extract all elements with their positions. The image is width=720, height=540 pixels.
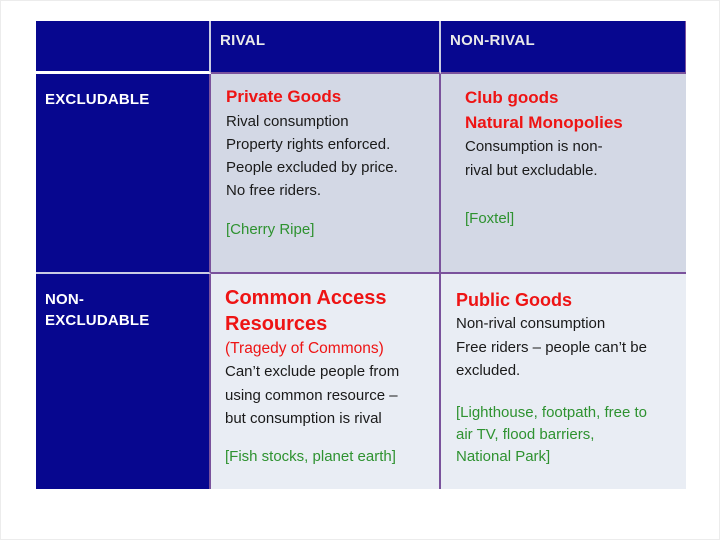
club-goods-title-line: Natural Monopolies (465, 112, 623, 132)
cell-common-access-resources: Common Access Resources (Tragedy of Comm… (211, 274, 441, 489)
cell-club-goods: Club goods Natural Monopolies Consumptio… (441, 74, 686, 274)
column-header-rival-label: RIVAL (220, 32, 266, 49)
public-goods-example: [Lighthouse, footpath, free to air TV, f… (456, 404, 647, 465)
private-goods-body-line: No free riders. (226, 182, 322, 200)
public-goods-body-line: Free riders – people can’t be excluded. (456, 338, 647, 379)
goods-classification-table: RIVAL NON-RIVAL EXCLUDABLE Private Goods… (36, 21, 686, 489)
cell-private-goods: Private Goods Rival consumption Property… (211, 74, 441, 274)
column-header-non-rival: NON-RIVAL (441, 21, 686, 74)
cell-public-goods: Public Goods Non-rival consumption Free … (441, 274, 686, 489)
private-goods-body-line: Property rights enforced. (226, 135, 391, 153)
private-goods-example: [Cherry Ripe] (226, 220, 315, 238)
row-header-non-excludable-label: NON-EXCLUDABLE (45, 291, 150, 329)
common-access-subtitle: (Tragedy of Commons) (225, 340, 384, 357)
row-header-excludable: EXCLUDABLE (36, 74, 211, 274)
private-goods-body-line: Rival consumption (226, 112, 349, 130)
column-header-rival: RIVAL (211, 21, 441, 74)
public-goods-body-line: Non-rival consumption (456, 315, 606, 333)
club-goods-body: Consumption is non-rival but excludable. (465, 138, 603, 179)
common-access-body: Can’t exclude people from using common r… (225, 363, 400, 427)
common-access-title: Common Access Resources (225, 287, 387, 335)
private-goods-title: Private Goods (226, 87, 342, 106)
public-goods-title: Public Goods (456, 290, 573, 310)
column-header-non-rival-label: NON-RIVAL (450, 32, 535, 49)
private-goods-body-line: People excluded by price. (226, 159, 398, 177)
header-corner-cell (36, 21, 211, 74)
common-access-example: [Fish stocks, planet earth] (225, 448, 396, 465)
club-goods-example: [Foxtel] (465, 209, 515, 227)
row-header-non-excludable: NON-EXCLUDABLE (36, 274, 211, 489)
club-goods-title-line: Club goods (465, 88, 559, 107)
row-header-excludable-label: EXCLUDABLE (45, 91, 150, 108)
